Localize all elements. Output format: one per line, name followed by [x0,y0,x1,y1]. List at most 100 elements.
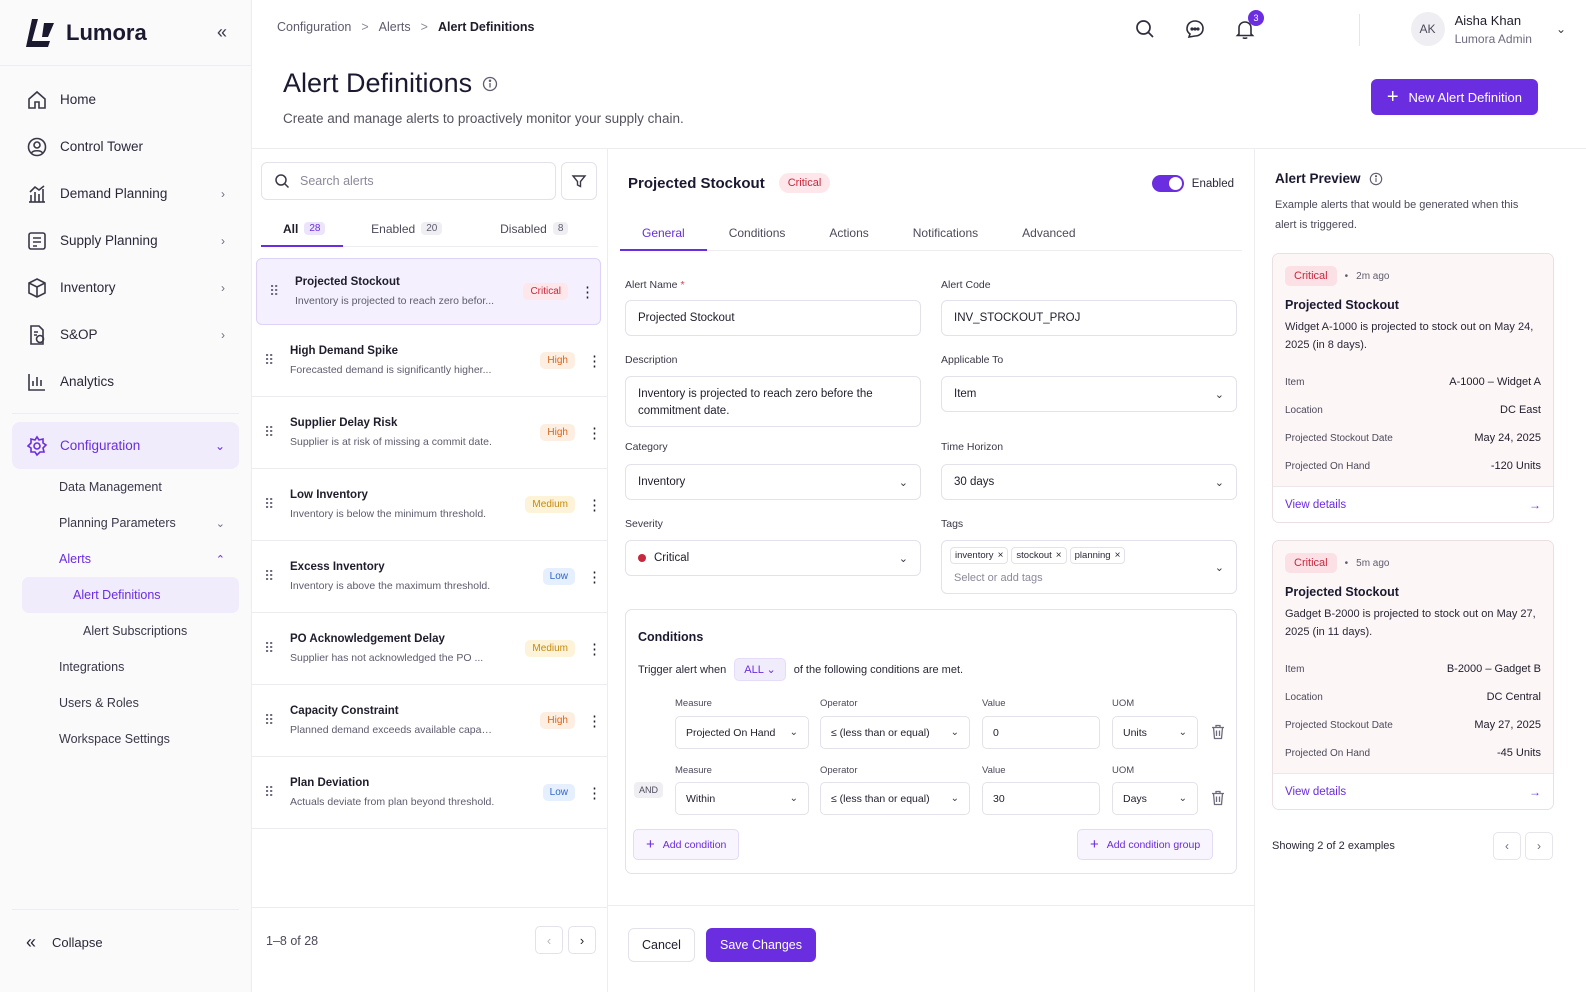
tab-advanced[interactable]: Advanced [1022,225,1076,240]
toggle-switch[interactable] [1151,175,1184,192]
remove-tag-icon[interactable]: × [1055,550,1062,561]
category-select[interactable]: Inventory ⌄ [625,464,921,500]
prev-page-button[interactable]: ‹ [535,926,563,954]
alert-code-input[interactable]: INV_STOCKOUT_PROJ [941,300,1237,336]
tags-input[interactable]: inventory × stockout × planning × Select or a… [941,540,1237,594]
sub-item-workspace-settings[interactable]: Workspace Settings [12,721,239,757]
drag-handle-icon[interactable]: ⠿ [264,784,274,800]
value-input[interactable]: 30 [982,782,1100,815]
list-item[interactable]: ⠿ Low Inventory Inventory is below the mi… [252,469,607,541]
more-options-icon[interactable]: ⋮ [587,712,602,730]
filter-button[interactable] [561,162,597,200]
value-input[interactable]: 0 [982,716,1100,749]
sub-item-integrations[interactable]: Integrations [12,649,239,685]
more-options-icon[interactable]: ⋮ [580,283,595,301]
drag-handle-icon[interactable]: ⠿ [264,352,274,368]
nav-item-configuration[interactable]: Configuration ⌄ [12,422,239,469]
tab-conditions[interactable]: Conditions [728,225,786,240]
nav-item-demand-planning[interactable]: Demand Planning › [12,170,239,217]
drag-handle-icon[interactable]: ⠿ [264,496,274,512]
new-alert-definition-button[interactable]: + New Alert Definition [1370,79,1538,115]
tab-disabled[interactable]: Disabled 8 [471,211,599,246]
drag-handle-icon[interactable]: ⠿ [264,424,274,440]
breadcrumb-configuration[interactable]: Configuration [277,20,352,34]
trash-icon[interactable] [1211,790,1225,806]
drag-handle-icon[interactable]: ⠿ [264,712,274,728]
info-icon[interactable] [482,76,498,92]
alert-name-input[interactable]: Projected Stockout [625,300,921,336]
match-select[interactable]: ALL ⌄ [734,658,786,681]
list-item[interactable]: ⠿ Excess Inventory Inventory is above the… [252,541,607,613]
next-page-button[interactable]: › [568,926,596,954]
sub-item-data-management[interactable]: Data Management [12,469,239,505]
description-textarea[interactable]: Inventory is projected to reach zero bef… [625,376,921,427]
operator-select[interactable]: ≤ (less than or equal) ⌄ [820,716,970,749]
next-example-button[interactable]: › [1525,832,1553,860]
uom-select[interactable]: Days ⌄ [1112,782,1198,815]
sub-item-alert-subscriptions[interactable]: Alert Subscriptions [22,613,239,649]
collapse-button[interactable]: « Collapse [12,924,239,960]
nav-item-control-tower[interactable]: Control Tower [12,123,239,170]
sub-item-users-roles[interactable]: Users & Roles [12,685,239,721]
chevron-down-icon: ⌄ [950,793,959,804]
enabled-toggle[interactable]: Enabled [1151,175,1234,192]
drag-handle-icon[interactable]: ⠿ [269,283,279,299]
severity-select[interactable]: Critical ⌄ [625,540,921,576]
remove-tag-icon[interactable]: × [1114,550,1121,561]
chevron-down-icon: ⌄ [214,438,225,453]
time-horizon-select[interactable]: 30 days ⌄ [941,464,1237,500]
more-options-icon[interactable]: ⋮ [587,568,602,586]
tab-enabled[interactable]: Enabled 20 [343,211,471,246]
more-options-icon[interactable]: ⋮ [587,496,602,514]
search-input[interactable]: Search alerts [261,162,556,200]
nav-item-analytics[interactable]: Analytics [12,358,239,405]
bell-icon[interactable]: 3 [1234,10,1264,40]
trash-icon[interactable] [1211,724,1225,740]
tab-actions[interactable]: Actions [829,225,869,240]
more-options-icon[interactable]: ⋮ [587,784,602,802]
preview-card-text: Widget A-1000 is projected to stock out … [1285,321,1534,351]
select-value: Inventory [638,476,686,488]
sub-item-planning-parameters[interactable]: Planning Parameters ⌄ [12,505,239,541]
user-menu[interactable]: AK Aisha Khan Lumora Admin ⌄ [1410,12,1566,46]
more-options-icon[interactable]: ⋮ [587,424,602,442]
nav-item-inventory[interactable]: Inventory › [12,264,239,311]
list-item[interactable]: ⠿ Supplier Delay Risk Supplier is at risk… [252,397,607,469]
operator-select[interactable]: ≤ (less than or equal) ⌄ [820,782,970,815]
drag-handle-icon[interactable]: ⠿ [264,640,274,656]
tab-all[interactable]: All 28 [261,211,343,247]
sub-item-alert-definitions[interactable]: Alert Definitions [22,577,239,613]
applicable-to-select[interactable]: Item ⌄ [941,376,1237,412]
nav-item-sop[interactable]: S&OP › [12,311,239,358]
breadcrumb-alerts[interactable]: Alerts [378,20,411,34]
search-icon[interactable] [1134,18,1156,40]
uom-select[interactable]: Units ⌄ [1112,716,1198,749]
sub-item-label: Planning Parameters [59,516,176,530]
save-changes-button[interactable]: Save Changes [706,928,817,962]
measure-select[interactable]: Projected On Hand ⌄ [675,716,809,749]
list-item[interactable]: ⠿ Capacity Constraint Planned demand exce… [252,685,607,757]
list-item[interactable]: ⠿ PO Acknowledgement Delay Supplier has n… [252,613,607,685]
measure-select[interactable]: Within ⌄ [675,782,809,815]
add-condition-button[interactable]: + Add condition [633,829,740,860]
nav-item-home[interactable]: Home [12,76,239,123]
list-item[interactable]: ⠿ Projected Stockout Inventory is project… [256,258,601,325]
view-details-link[interactable]: View details → [1273,773,1553,809]
sub-item-alerts[interactable]: Alerts ⌃ [12,541,239,577]
add-condition-group-button[interactable]: + Add condition group [1077,829,1214,860]
tab-general[interactable]: General [620,215,707,251]
nav-item-supply-planning[interactable]: Supply Planning › [12,217,239,264]
drag-handle-icon[interactable]: ⠿ [264,568,274,584]
tab-notifications[interactable]: Notifications [912,225,979,240]
remove-tag-icon[interactable]: × [997,550,1004,561]
view-details-link[interactable]: View details → [1273,486,1553,522]
list-item[interactable]: ⠿ High Demand Spike Forecasted demand is … [252,325,607,397]
collapse-sidebar-icon[interactable]: « [216,22,227,42]
list-item[interactable]: ⠿ Plan Deviation Actuals deviate from pla… [252,757,607,829]
info-icon[interactable] [1369,172,1383,186]
chat-icon[interactable] [1184,18,1206,40]
more-options-icon[interactable]: ⋮ [587,640,602,658]
more-options-icon[interactable]: ⋮ [587,352,602,370]
cancel-button[interactable]: Cancel [628,928,695,962]
prev-example-button[interactable]: ‹ [1493,832,1521,860]
